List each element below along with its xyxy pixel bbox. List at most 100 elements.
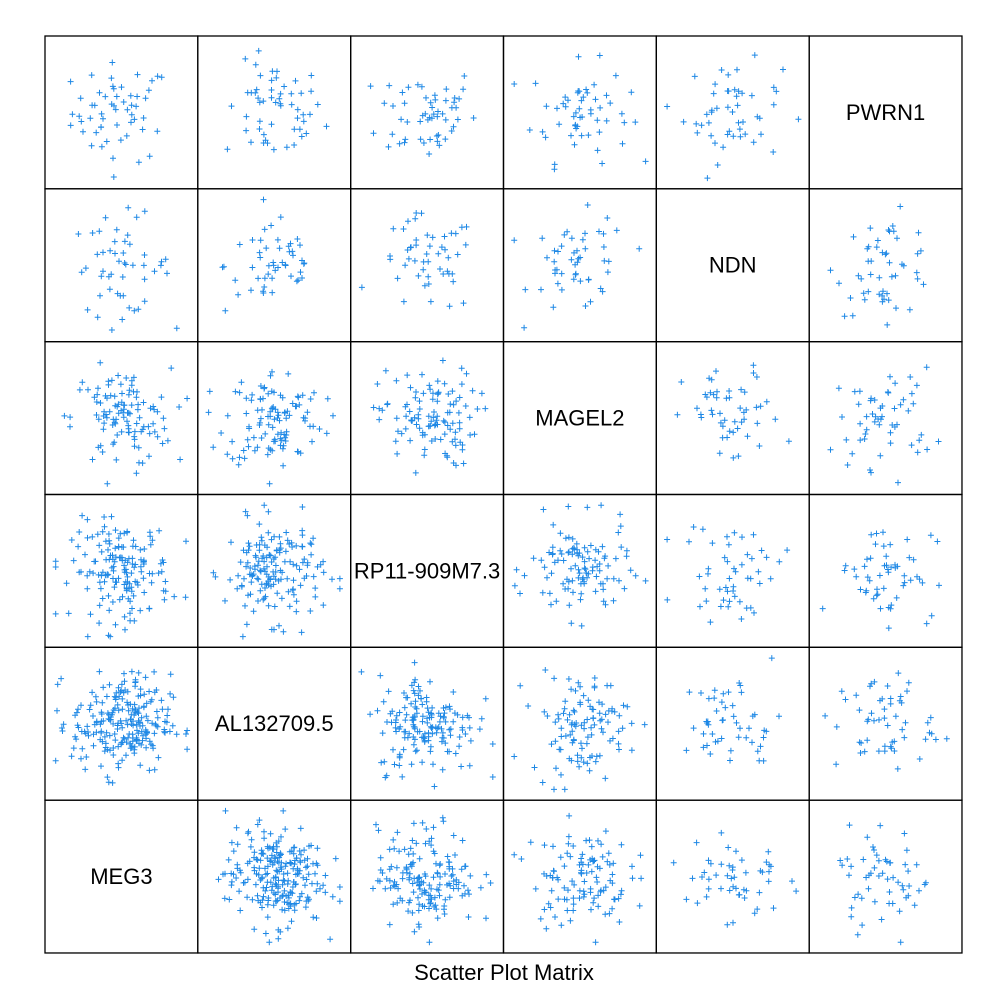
scatter-point <box>78 728 85 735</box>
scatter-point <box>451 99 458 106</box>
scatter-point <box>435 887 442 894</box>
scatter-point <box>888 564 895 571</box>
scatter-point <box>718 699 725 706</box>
scatter-point <box>327 936 334 943</box>
scatter-point <box>737 682 744 689</box>
scatter-point <box>261 226 268 233</box>
scatter-point <box>255 95 262 102</box>
scatter-point <box>168 365 175 372</box>
scatter-point <box>101 523 108 530</box>
scatter-point <box>272 99 279 106</box>
scatter-point <box>719 717 726 724</box>
scatter-point <box>548 570 555 577</box>
scatter-point <box>100 249 106 256</box>
scatter-point <box>171 593 178 600</box>
scatter-point <box>130 718 136 725</box>
scatter-point <box>482 695 489 702</box>
scatter-point <box>583 740 590 747</box>
scatter-point <box>106 286 113 293</box>
scatter-point <box>367 711 374 718</box>
scatter-point <box>407 384 414 391</box>
scatter-point <box>117 689 124 695</box>
scatter-point <box>726 862 733 869</box>
scatter-point <box>609 735 616 742</box>
scatter-point <box>167 671 174 678</box>
scatter-point <box>943 735 950 742</box>
scatter-point <box>294 870 301 877</box>
scatter-point <box>592 939 599 946</box>
scatter-point <box>596 710 603 717</box>
scatter-point <box>161 425 168 432</box>
scatter-point <box>458 763 465 770</box>
scatter-point <box>111 584 118 591</box>
panel-border <box>350 188 505 343</box>
scatter-point <box>133 103 140 110</box>
scatter-point <box>875 857 882 864</box>
scatter-point <box>237 559 244 566</box>
scatter-point <box>404 734 411 741</box>
scatter-point <box>575 552 582 559</box>
scatter-point <box>849 450 856 457</box>
scatter-point <box>115 764 122 771</box>
scatter-point <box>155 570 162 577</box>
scatter-point <box>110 745 117 751</box>
scatter-point <box>910 556 917 563</box>
scatter-point <box>114 290 121 297</box>
scatter-point <box>112 545 119 552</box>
scatter-point <box>141 276 148 283</box>
scatter-point <box>729 867 736 873</box>
scatter-point <box>576 887 583 894</box>
scatter-point <box>282 438 289 444</box>
scatter-point <box>437 266 443 272</box>
scatter-point <box>430 414 437 421</box>
scatter-point <box>776 558 783 565</box>
scatter-point <box>710 391 717 398</box>
scatter-point <box>746 725 752 732</box>
scatter-point <box>423 94 429 101</box>
scatter-point <box>137 723 143 729</box>
scatter-point <box>120 689 127 696</box>
scatter-point <box>394 829 401 836</box>
scatter-point <box>600 887 607 894</box>
scatter-point <box>437 873 444 880</box>
scatter-point <box>924 446 931 453</box>
scatter-point <box>426 382 433 389</box>
scatter-point <box>883 553 890 560</box>
scatter-point <box>754 906 761 913</box>
scatter-point <box>431 783 438 790</box>
scatter-point <box>848 863 855 870</box>
panel-AL132709.5-vs-AL132709.5: AL132709.5 <box>197 646 352 801</box>
scatter-point <box>899 726 906 733</box>
scatter-point <box>412 215 419 222</box>
scatter-point <box>718 861 725 868</box>
scatter-point <box>313 915 320 921</box>
scatter-point <box>409 880 416 887</box>
scatter-point <box>267 576 274 583</box>
scatter-point <box>605 850 612 857</box>
scatter-point <box>86 706 93 713</box>
scatter-point <box>819 605 826 612</box>
scatter-point <box>718 67 725 73</box>
scatter-point <box>566 711 573 718</box>
scatter-point <box>429 234 436 241</box>
scatter-point <box>459 442 466 448</box>
scatter-point <box>467 872 474 879</box>
scatter-point <box>421 730 428 737</box>
scatter-point <box>928 612 935 619</box>
scatter-point <box>281 907 288 914</box>
scatter-point <box>256 521 263 528</box>
scatter-point <box>154 73 161 80</box>
scatter-point <box>739 90 746 97</box>
scatter-point <box>265 602 272 609</box>
scatter-point <box>404 119 411 125</box>
scatter-point <box>162 729 168 736</box>
panel-border <box>44 341 199 496</box>
scatter-point <box>544 713 551 719</box>
scatter-point <box>95 571 102 578</box>
scatter-point <box>543 103 550 110</box>
scatter-point <box>865 288 872 295</box>
scatter-point <box>272 855 279 862</box>
scatter-point <box>555 557 561 564</box>
scatter-point <box>98 143 105 150</box>
scatter-point <box>164 270 170 277</box>
